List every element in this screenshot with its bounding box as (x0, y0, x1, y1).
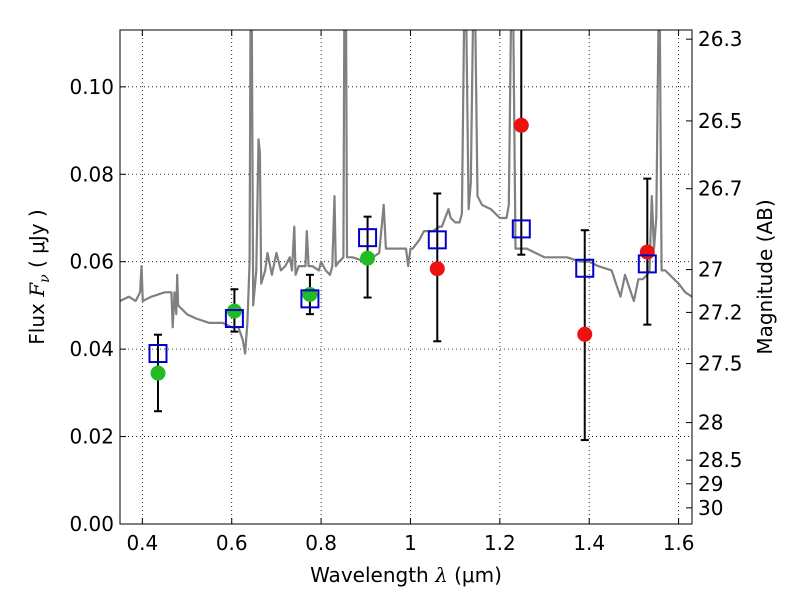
model-photometry-square (224, 309, 244, 329)
observed-flux-point (513, 117, 529, 133)
y2-axis-label: Magnitude (AB) (753, 199, 777, 354)
observed-flux-point (577, 326, 593, 342)
observed-flux-point (429, 261, 445, 277)
model-photometry-square (511, 219, 531, 239)
y2-tick-label: 26.5 (698, 109, 743, 133)
model-photometry-square (427, 230, 447, 250)
x-tick-label: 0.8 (305, 531, 337, 555)
y-tick-label: 0.02 (69, 425, 114, 449)
x-axis-label-symbol: λ (434, 563, 448, 587)
x-tick-label: 0.4 (126, 531, 158, 555)
x-tick-label: 1.2 (484, 531, 516, 555)
y-axis-label: Flux Fν ( μJy ) (25, 209, 53, 344)
y2-tick-label: 26.7 (698, 177, 743, 201)
observed-flux-point (302, 286, 318, 302)
y-axis-label-text: Flux (25, 297, 49, 345)
model-photometry-square (358, 228, 378, 248)
y2-tick-label: 28.5 (698, 448, 743, 472)
x-tick-label: 0.6 (216, 531, 248, 555)
observed-flux-point (360, 250, 376, 266)
y-tick-label: 0.04 (69, 337, 114, 361)
y-tick-label: 0.00 (69, 512, 114, 536)
x-axis-label-text: Wavelength (310, 563, 435, 587)
y2-tick-label: 27.2 (698, 300, 743, 324)
y-tick-label: 0.10 (69, 75, 114, 99)
model-photometry-square (148, 344, 168, 364)
observed-flux-point (226, 303, 242, 319)
x-tick-label: 1.6 (663, 531, 695, 555)
model-photometry-square (300, 289, 320, 309)
observed-flux-point (639, 244, 655, 260)
model-spectrum-layer (120, 30, 692, 355)
x-tick-label: 1 (404, 531, 417, 555)
x-axis-label-unit: (μm) (448, 563, 502, 587)
plot-frame (119, 29, 693, 525)
x-axis-label: Wavelength λ (μm) (310, 563, 502, 587)
x-tick-label: 1.4 (573, 531, 605, 555)
y-axis-label-symbol: F (25, 282, 49, 298)
x-axis: 0.4 0.6 0.8 1 1.2 1.4 1.6 (126, 30, 695, 555)
y2-tick-label: 28 (698, 411, 723, 435)
model-spectrum-line (120, 30, 692, 355)
y-axis: 0.00 0.02 0.04 0.06 0.08 0.10 (69, 75, 126, 536)
y-tick-label: 0.06 (69, 250, 114, 274)
model-photometry-layer (148, 219, 657, 364)
observed-flux-point (150, 365, 166, 381)
y2-tick-label: 27 (698, 258, 723, 282)
y-axis-label-unit: ( μJy ) (25, 209, 49, 274)
y2-tick-label: 30 (698, 496, 723, 520)
y2-tick-label: 27.5 (698, 352, 743, 376)
model-photometry-square (637, 254, 657, 274)
model-photometry-square (575, 258, 595, 278)
y-tick-label: 0.08 (69, 162, 114, 186)
y-axis-label-subscript: ν (37, 274, 53, 283)
plot-background (120, 30, 692, 524)
y2-tick-label: 29 (698, 472, 723, 496)
y2-tick-label: 26.3 (698, 27, 743, 51)
